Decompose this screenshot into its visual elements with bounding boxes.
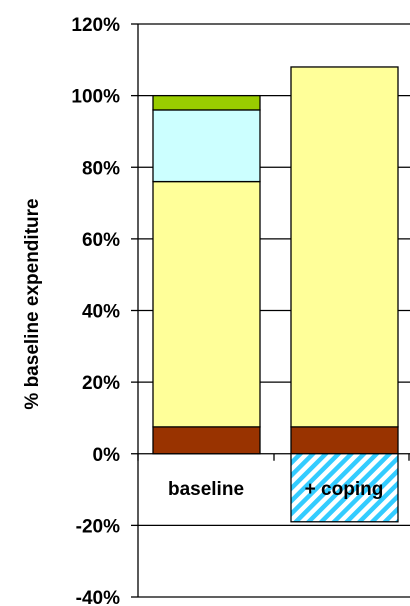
y-tick-label: 20%	[82, 373, 120, 394]
y-tick-label: 0%	[93, 445, 121, 466]
bar-segment	[152, 109, 261, 183]
category-labels: baseline + coping	[168, 479, 383, 500]
y-tick-label: 60%	[82, 230, 120, 251]
y-tick-label: -40%	[76, 588, 120, 606]
y-tick-label: -20%	[76, 516, 120, 537]
bar-segment	[290, 453, 399, 523]
bar-segment	[152, 426, 261, 455]
bars	[152, 66, 399, 523]
bar-segment	[152, 94, 261, 111]
category-label: baseline	[168, 479, 244, 500]
axes	[131, 23, 410, 598]
y-axis-title: % baseline expenditure	[22, 198, 43, 409]
bar-segment	[290, 66, 399, 428]
bar-segment	[152, 180, 261, 428]
y-tick-labels: 120% 100% 80% 60% 40% 20% 0% -20% -40%	[71, 15, 120, 606]
y-tick-label: 120%	[71, 15, 120, 36]
category-label: + coping	[305, 479, 384, 500]
y-tick-label: 40%	[82, 302, 120, 323]
y-tick-label: 80%	[82, 158, 120, 179]
y-tick-label: 100%	[71, 87, 120, 108]
bar-segment	[290, 426, 399, 455]
